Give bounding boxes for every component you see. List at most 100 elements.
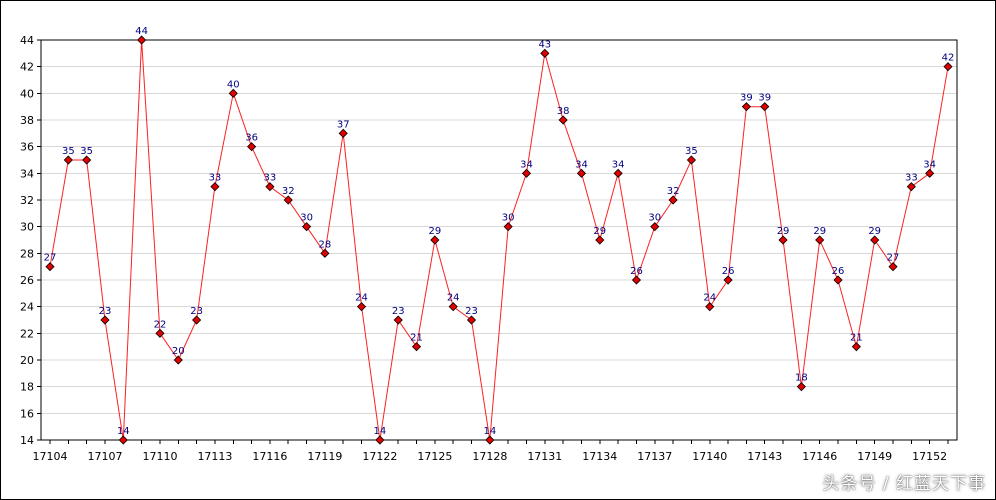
y-tick-label: 18: [20, 381, 34, 394]
data-label: 29: [813, 226, 826, 237]
data-label: 35: [62, 146, 75, 157]
data-label: 24: [703, 293, 716, 304]
data-point: [888, 262, 898, 272]
data-label: 21: [410, 333, 423, 344]
x-tick-label: 17116: [252, 450, 287, 463]
data-point: [173, 355, 183, 365]
x-tick-label: 17149: [857, 450, 892, 463]
data-point: [448, 302, 458, 312]
data-label: 34: [575, 159, 588, 170]
data-point: [356, 302, 367, 312]
data-point: [247, 142, 257, 152]
data-point: [45, 262, 55, 272]
data-label: 14: [374, 426, 387, 437]
data-label: 32: [667, 186, 680, 197]
data-point: [686, 155, 696, 165]
data-point: [210, 182, 220, 192]
series-line: [49, 39, 949, 441]
data-point: [100, 315, 110, 325]
x-tick-label: 17140: [692, 450, 727, 463]
watermark-logo: 头条号 / 红蓝天下事: [822, 474, 986, 494]
data-label: 33: [264, 173, 277, 184]
data-point: [338, 128, 348, 138]
data-point: [650, 222, 660, 232]
data-label: 30: [648, 213, 661, 224]
data-point: [192, 315, 202, 325]
data-label: 39: [740, 93, 753, 104]
x-tick-label: 17152: [912, 450, 947, 463]
data-point: [466, 315, 477, 325]
data-label: 32: [282, 186, 295, 197]
y-tick-label: 38: [20, 114, 34, 127]
y-tick-label: 44: [20, 34, 34, 47]
data-label: 26: [832, 266, 845, 277]
y-tick-label: 22: [20, 327, 34, 340]
data-label: 38: [557, 106, 570, 117]
data-point: [668, 195, 678, 205]
data-point: [943, 62, 953, 72]
data-label: 23: [190, 306, 203, 317]
y-tick-label: 26: [20, 274, 34, 287]
x-tick-label: 17107: [87, 450, 122, 463]
data-label: 14: [483, 426, 496, 437]
x-tick-label: 17134: [582, 450, 617, 463]
data-label: 26: [630, 266, 643, 277]
data-label: 30: [300, 213, 313, 224]
plot-area: [40, 39, 958, 441]
data-label: 24: [447, 293, 460, 304]
data-label: 24: [355, 293, 368, 304]
y-tick-label: 32: [20, 194, 34, 207]
x-tick-label: 17146: [802, 450, 837, 463]
data-label: 23: [99, 306, 112, 317]
x-tick-label: 17131: [527, 450, 562, 463]
data-point: [63, 155, 73, 165]
x-tick-label: 17143: [747, 450, 782, 463]
y-tick-label: 14: [20, 434, 34, 447]
data-point: [906, 182, 916, 192]
data-point: [540, 48, 550, 58]
data-point: [265, 182, 275, 192]
data-point: [320, 248, 330, 258]
data-point: [705, 302, 715, 312]
data-label: 33: [905, 173, 918, 184]
data-label: 35: [80, 146, 93, 157]
data-label: 34: [923, 159, 936, 170]
data-point: [118, 435, 128, 445]
data-label: 27: [887, 253, 900, 264]
y-tick-label: 30: [20, 221, 34, 234]
data-point: [631, 275, 642, 285]
data-label: 23: [465, 306, 478, 317]
data-point: [302, 222, 312, 232]
data-label: 30: [502, 213, 515, 224]
data-label: 27: [44, 253, 57, 264]
data-label: 22: [154, 319, 167, 330]
data-label: 20: [172, 346, 185, 357]
data-point: [283, 195, 293, 205]
data-label: 29: [593, 226, 606, 237]
data-point: [723, 275, 733, 285]
data-label: 18: [795, 373, 808, 384]
data-point: [870, 235, 880, 245]
data-point: [558, 115, 568, 125]
data-label: 39: [758, 93, 771, 104]
data-label: 14: [117, 426, 130, 437]
data-point: [503, 222, 513, 232]
data-point: [375, 435, 385, 445]
x-tick-label: 17113: [197, 450, 232, 463]
y-tick-label: 16: [20, 407, 34, 420]
y-tick-label: 28: [20, 247, 34, 260]
data-label: 36: [245, 133, 258, 144]
data-point: [613, 168, 623, 178]
x-tick-label: 17104: [33, 450, 68, 463]
data-point: [576, 168, 587, 178]
data-label: 35: [685, 146, 698, 157]
data-point: [760, 102, 770, 112]
data-point: [741, 102, 751, 112]
data-label: 33: [209, 173, 222, 184]
x-tick-label: 17110: [142, 450, 177, 463]
data-label: 29: [428, 226, 441, 237]
data-point: [851, 342, 861, 352]
y-tick-label: 24: [20, 301, 34, 314]
